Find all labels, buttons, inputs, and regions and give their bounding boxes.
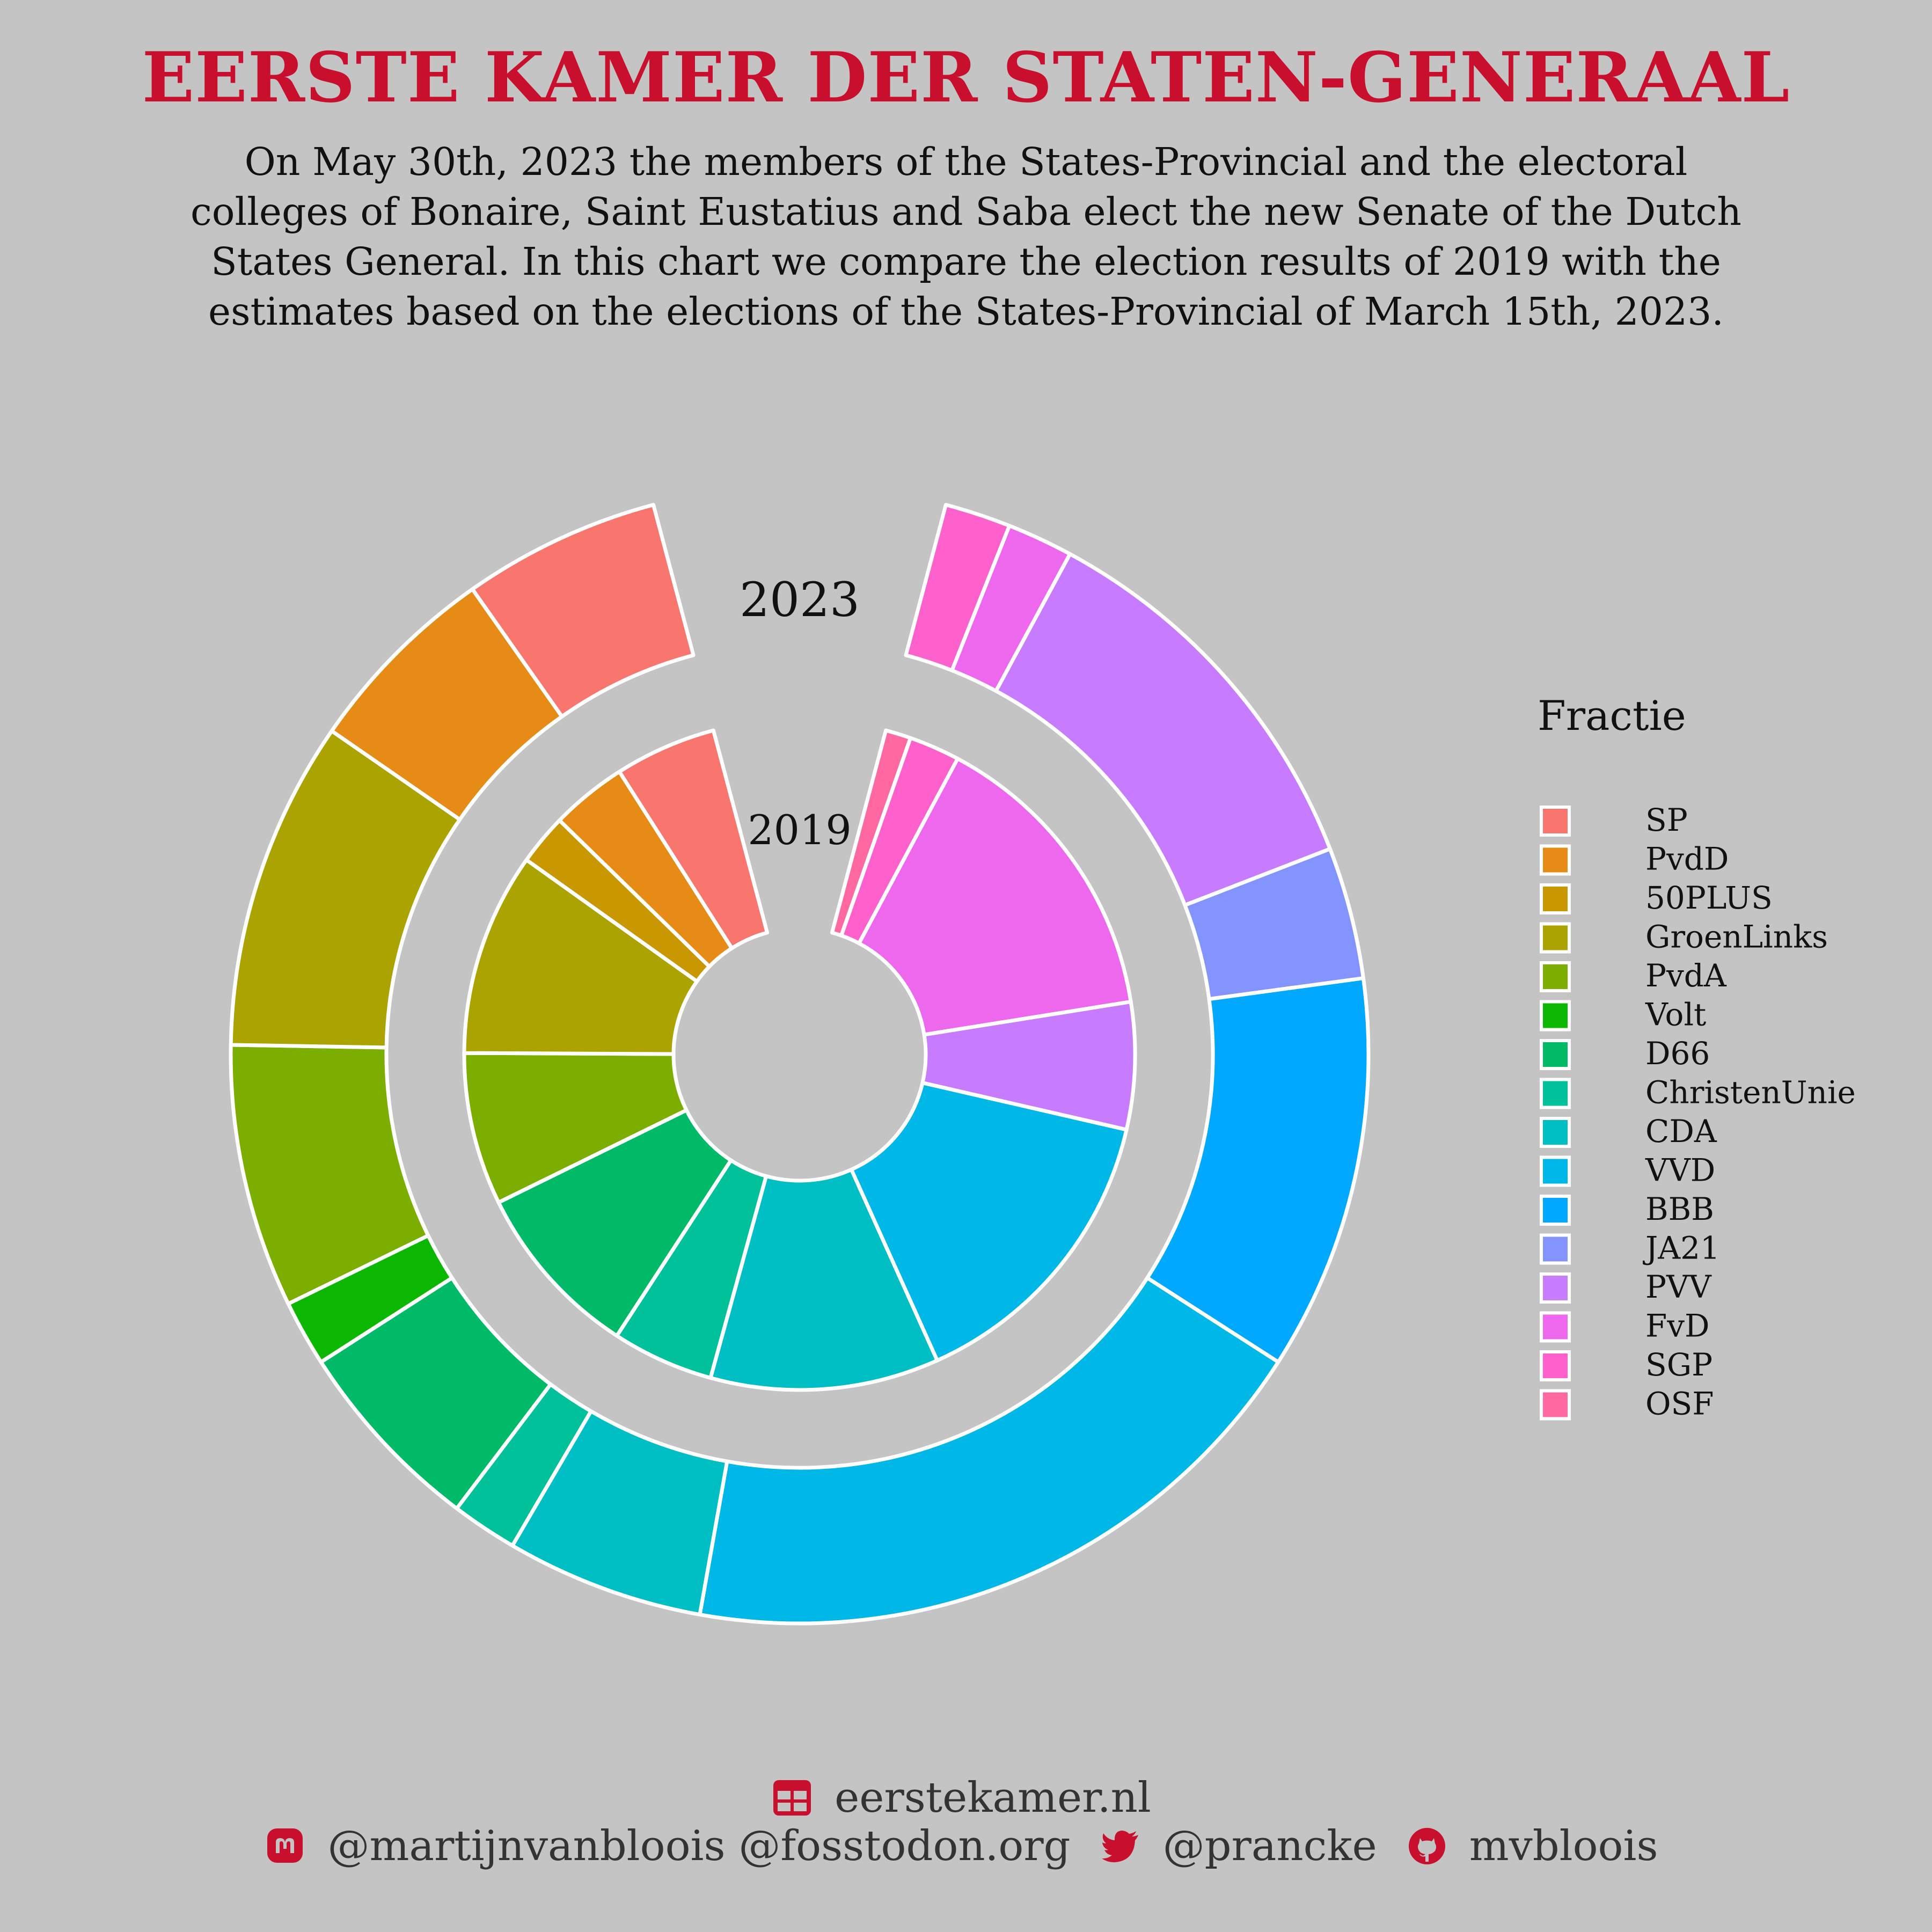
ring-label-2023: 2023: [740, 572, 860, 627]
legend-label-50plus: 50PLUS: [1645, 880, 1773, 916]
legend-label-vvd: VVD: [1645, 1152, 1715, 1189]
segment-2019-cda: [708, 1167, 939, 1392]
legend-title: Fractie: [1538, 692, 1686, 740]
legend-label-pvdd: PvdD: [1645, 841, 1729, 877]
legend-swatch-pvdd: [1540, 844, 1571, 876]
segment-2023-vvd: [698, 1276, 1280, 1626]
mastodon-icon: [265, 1826, 305, 1866]
legend: SPPvdD50PLUSGroenLinksPvdAVoltD66Christe…: [1540, 802, 1856, 1422]
legend-label-christenunie: ChristenUnie: [1645, 1074, 1856, 1111]
github-icon: [1407, 1826, 1447, 1866]
segment-2019-d66: [496, 1108, 733, 1338]
segment-2019-fvd: [857, 757, 1133, 1037]
legend-swatch-d66: [1540, 1039, 1571, 1070]
footer-line-website: eerstekamer.nl: [0, 1774, 1932, 1822]
legend-swatch-groenlinks: [1540, 922, 1571, 954]
segment-2019-pvda: [462, 1051, 689, 1205]
segment-2019-groenlinks: [462, 858, 699, 1056]
legend-swatch-cda: [1540, 1117, 1571, 1148]
legend-swatch-volt: [1540, 1000, 1571, 1031]
legend-label-fvd: FvD: [1645, 1308, 1710, 1344]
legend-swatch-sp: [1540, 806, 1571, 837]
chart-title: EERSTE KAMER DER STATEN-GENERAAL: [142, 38, 1790, 118]
footer: eerstekamer.nl @martijnvanbloois @fossto…: [0, 1774, 1932, 1870]
legend-swatch-pvda: [1540, 961, 1571, 992]
footer-mastodon[interactable]: @martijnvanbloois @fosstodon.org: [327, 1822, 1071, 1870]
legend-swatch-50plus: [1540, 883, 1571, 914]
legend-label-groenlinks: GroenLinks: [1645, 919, 1828, 955]
segment-2019-sp: [617, 728, 770, 950]
legend-label-bbb: BBB: [1645, 1191, 1714, 1227]
calendar-grid-icon: [772, 1778, 812, 1818]
legend-swatch-christenunie: [1540, 1078, 1571, 1109]
footer-line-social: @martijnvanbloois @fosstodon.org @pranck…: [0, 1822, 1932, 1870]
legend-label-ja21: JA21: [1643, 1230, 1720, 1267]
legend-swatch-osf: [1540, 1389, 1571, 1421]
legend-label-pvda: PvdA: [1645, 957, 1727, 994]
chart-subtitle: On May 30th, 2023 the members of the Sta…: [191, 140, 1741, 334]
legend-label-volt: Volt: [1645, 997, 1706, 1033]
legend-label-pvv: PVV: [1645, 1269, 1712, 1305]
legend-label-cda: CDA: [1645, 1113, 1717, 1150]
footer-twitter[interactable]: @prancke: [1162, 1822, 1377, 1870]
footer-github[interactable]: mvbloois: [1469, 1822, 1658, 1870]
legend-label-sgp: SGP: [1645, 1346, 1713, 1383]
legend-swatch-vvd: [1540, 1155, 1571, 1187]
legend-label-osf: OSF: [1645, 1386, 1714, 1422]
ring-label-2019: 2019: [748, 806, 851, 854]
legend-swatch-sgp: [1540, 1350, 1571, 1381]
legend-swatch-pvv: [1540, 1272, 1571, 1304]
legend-label-sp: SP: [1645, 802, 1688, 838]
footer-website[interactable]: eerstekamer.nl: [835, 1774, 1151, 1822]
legend-swatch-ja21: [1540, 1233, 1571, 1265]
legend-swatch-bbb: [1540, 1195, 1571, 1226]
segment-2019-vvd: [849, 1081, 1129, 1363]
legend-swatch-fvd: [1540, 1311, 1571, 1343]
donut-rings: [229, 503, 1371, 1626]
segment-2023-sp: [470, 503, 696, 719]
twitter-icon: [1101, 1826, 1140, 1866]
legend-label-d66: D66: [1645, 1035, 1710, 1072]
